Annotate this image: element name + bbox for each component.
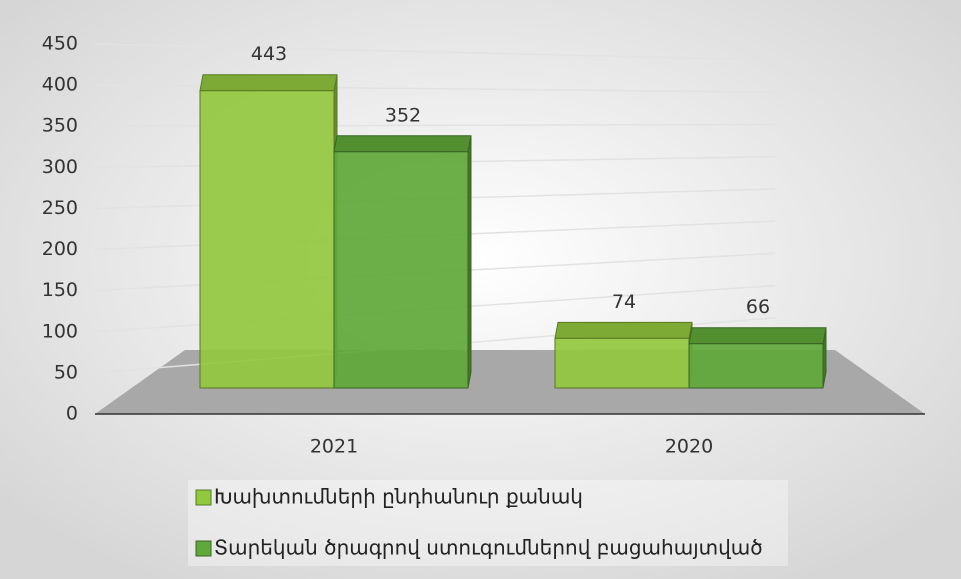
legend-marker <box>195 540 212 557</box>
y-tick-label: 200 <box>42 238 78 260</box>
bar-top <box>199 74 338 92</box>
x-tick-label: 2020 <box>665 436 713 458</box>
y-tick-label: 450 <box>42 33 78 55</box>
bar-top <box>333 135 472 153</box>
y-tick-label: 300 <box>42 156 78 178</box>
bar <box>333 151 469 389</box>
bar <box>688 343 824 389</box>
legend-label: Տարեկան ծրագրով ստուգումներով բացահայտվա… <box>214 536 763 560</box>
y-tick-label: 400 <box>42 74 78 96</box>
y-tick-label: 150 <box>42 279 78 301</box>
y-tick-label: 100 <box>42 320 78 342</box>
grid-line <box>94 43 776 61</box>
bar-top <box>554 321 693 339</box>
bar-top <box>688 327 827 345</box>
x-tick-label: 2021 <box>310 436 358 458</box>
data-label: 443 <box>251 43 287 65</box>
data-label: 352 <box>385 104 421 126</box>
data-label: 74 <box>612 291 636 313</box>
y-tick-label: 350 <box>42 115 78 137</box>
legend-box <box>188 480 788 566</box>
bar <box>554 337 690 389</box>
legend-label: Խախտումների ընդհանուր քանակ <box>214 485 583 509</box>
legend-marker <box>195 489 212 506</box>
bar <box>199 90 335 389</box>
y-tick-label: 250 <box>42 197 78 219</box>
y-tick-label: 0 <box>66 403 78 425</box>
data-label: 66 <box>746 296 770 318</box>
y-tick-label: 50 <box>54 361 78 383</box>
